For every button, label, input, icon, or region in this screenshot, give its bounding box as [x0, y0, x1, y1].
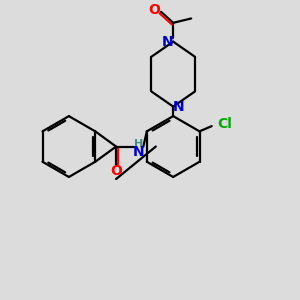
Text: H: H — [134, 139, 143, 149]
Text: N: N — [133, 145, 145, 159]
Text: N: N — [172, 100, 184, 114]
Text: O: O — [149, 3, 161, 17]
Text: O: O — [110, 164, 122, 178]
Text: Cl: Cl — [218, 117, 232, 131]
Text: N: N — [162, 35, 174, 49]
